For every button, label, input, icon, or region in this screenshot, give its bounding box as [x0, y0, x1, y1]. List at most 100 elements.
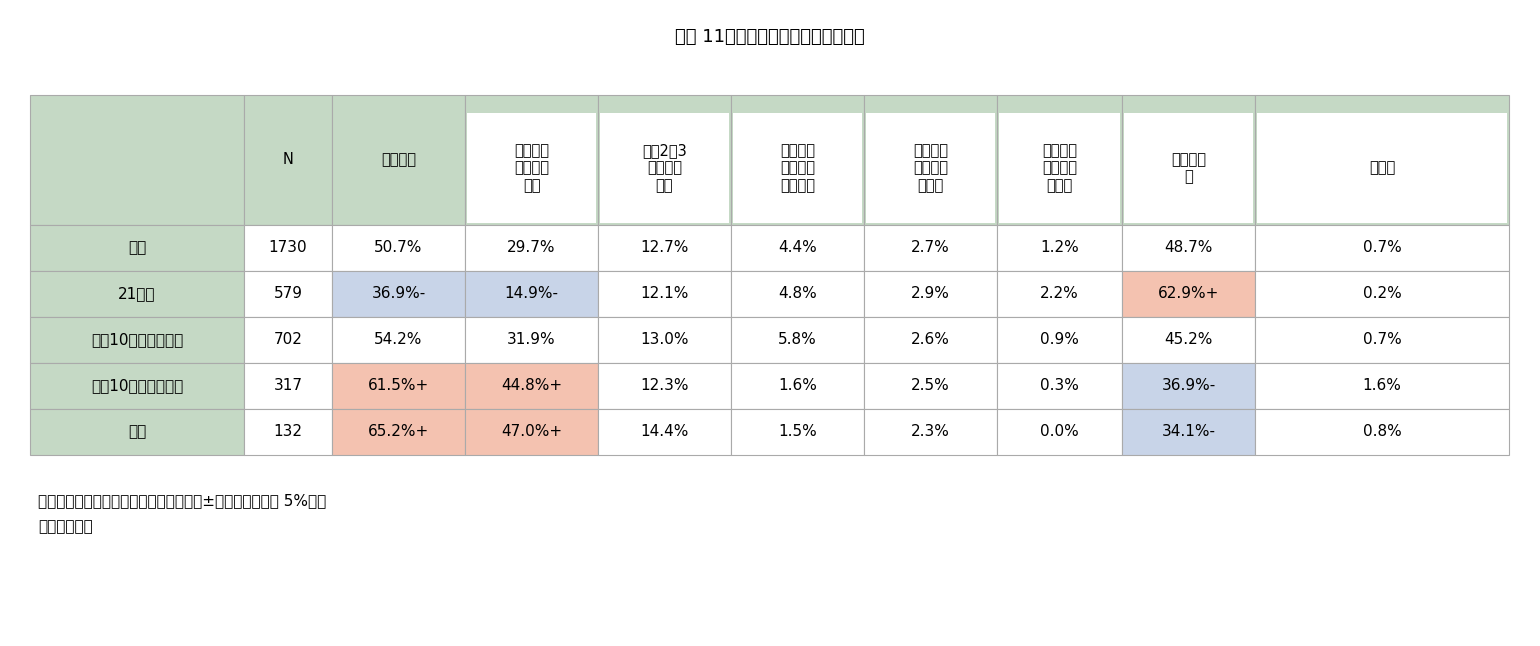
Text: 人口10万人未満の市: 人口10万人未満の市 [91, 379, 183, 393]
Text: 1730: 1730 [268, 240, 308, 256]
Bar [1255, 363, 1509, 409]
Text: 62.9%+: 62.9%+ [1158, 286, 1220, 302]
Text: 2.7%: 2.7% [912, 240, 950, 256]
Bar [465, 363, 598, 409]
Bar [243, 271, 333, 317]
Bar [1255, 271, 1509, 317]
Bar [29, 225, 243, 271]
Bar [1123, 95, 1255, 225]
Text: 31.9%: 31.9% [507, 333, 556, 348]
Bar [467, 113, 596, 223]
Text: 1.2%: 1.2% [1040, 240, 1080, 256]
Text: 0.2%: 0.2% [1363, 286, 1401, 302]
Bar [1255, 225, 1509, 271]
Bar [732, 271, 864, 317]
Bar [243, 225, 333, 271]
Bar [598, 363, 732, 409]
Text: 運転する: 運転する [380, 152, 416, 167]
Bar [864, 363, 996, 409]
Bar [1123, 271, 1255, 317]
Bar [865, 113, 995, 223]
Text: 5.8%: 5.8% [778, 333, 816, 348]
Bar [996, 271, 1123, 317]
Bar [1123, 409, 1255, 455]
Text: 2.6%: 2.6% [912, 333, 950, 348]
Text: 2.5%: 2.5% [912, 379, 950, 393]
Text: N: N [282, 152, 294, 167]
Text: 週に１回
くらいは
運転する: 週に１回 くらいは 運転する [779, 143, 815, 193]
Bar [864, 317, 996, 363]
Text: 54.2%: 54.2% [374, 333, 422, 348]
Bar [598, 225, 732, 271]
Text: 1.6%: 1.6% [1363, 379, 1401, 393]
Bar [465, 317, 598, 363]
Text: 65.2%+: 65.2%+ [368, 424, 430, 439]
Bar [864, 271, 996, 317]
Bar [333, 95, 465, 225]
Text: （備考）全体より有意に差があるものに±表記（有意水準 5%）。: （備考）全体より有意に差があるものに±表記（有意水準 5%）。 [38, 494, 326, 508]
Text: 4.8%: 4.8% [778, 286, 816, 302]
Bar [29, 317, 243, 363]
Bar [243, 363, 333, 409]
Bar [333, 225, 465, 271]
Text: 21大市: 21大市 [119, 286, 156, 302]
Bar [598, 271, 732, 317]
Bar [333, 409, 465, 455]
Text: 132: 132 [274, 424, 302, 439]
Text: 36.9%-: 36.9%- [1161, 379, 1215, 393]
Text: 29.7%: 29.7% [507, 240, 556, 256]
Text: 14.4%: 14.4% [641, 424, 688, 439]
Text: 運転しな
い: 運転しな い [1170, 152, 1206, 184]
Text: 無回答: 無回答 [1369, 160, 1395, 176]
Bar [243, 317, 333, 363]
Text: 45.2%: 45.2% [1164, 333, 1212, 348]
Text: 61.5%+: 61.5%+ [368, 379, 430, 393]
Text: （資料）同上: （資料）同上 [38, 519, 92, 534]
Text: 2.9%: 2.9% [912, 286, 950, 302]
Bar [733, 113, 862, 223]
Text: 47.0%+: 47.0%+ [500, 424, 562, 439]
Text: 0.7%: 0.7% [1363, 240, 1401, 256]
Bar [29, 271, 243, 317]
Text: 1.5%: 1.5% [778, 424, 816, 439]
Bar [732, 317, 864, 363]
Bar [465, 225, 598, 271]
Text: ほとんど
毎日運転
する: ほとんど 毎日運転 する [514, 143, 548, 193]
Text: 14.9%-: 14.9%- [505, 286, 559, 302]
Bar [333, 363, 465, 409]
Bar [732, 225, 864, 271]
Bar [996, 225, 1123, 271]
Bar [1255, 409, 1509, 455]
Bar [1257, 113, 1508, 223]
Text: 34.1%-: 34.1%- [1161, 424, 1215, 439]
Text: 0.0%: 0.0% [1040, 424, 1080, 439]
Text: 0.7%: 0.7% [1363, 333, 1401, 348]
Text: 0.3%: 0.3% [1040, 379, 1080, 393]
Text: 2.3%: 2.3% [912, 424, 950, 439]
Text: 人口10万人以上の市: 人口10万人以上の市 [91, 333, 183, 348]
Text: 44.8%+: 44.8%+ [500, 379, 562, 393]
Bar [996, 363, 1123, 409]
Text: 1.6%: 1.6% [778, 379, 816, 393]
Bar [996, 317, 1123, 363]
Bar [1123, 363, 1255, 409]
Bar [1123, 317, 1255, 363]
Bar [999, 113, 1120, 223]
Bar [732, 409, 864, 455]
Bar [598, 95, 732, 225]
Bar [598, 317, 732, 363]
Bar [1124, 113, 1254, 223]
Bar [333, 317, 465, 363]
Text: 0.8%: 0.8% [1363, 424, 1401, 439]
Bar [465, 409, 598, 455]
Bar [864, 95, 996, 225]
Text: 月に数回
しか運転
しない: 月に数回 しか運転 しない [913, 143, 949, 193]
Bar [243, 409, 333, 455]
Bar [29, 95, 1509, 225]
Text: 0.9%: 0.9% [1040, 333, 1080, 348]
Text: 全体: 全体 [128, 240, 146, 256]
Bar [243, 95, 333, 225]
Bar [29, 95, 243, 225]
Text: 13.0%: 13.0% [641, 333, 688, 348]
Bar [598, 409, 732, 455]
